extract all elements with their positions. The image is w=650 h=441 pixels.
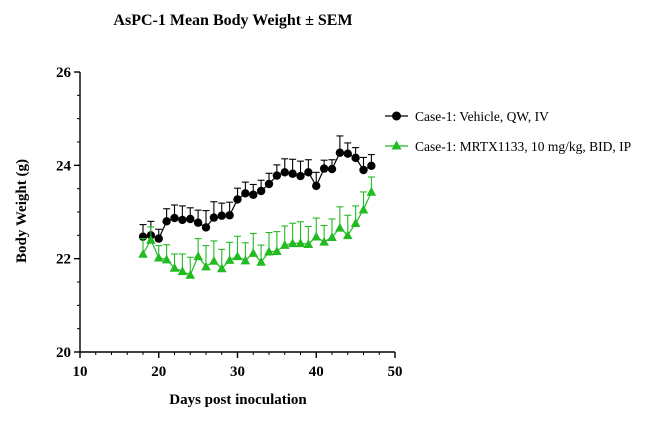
data-point <box>288 169 297 178</box>
data-point <box>249 190 258 199</box>
data-point <box>177 266 188 276</box>
y-tick-label: 22 <box>56 252 71 268</box>
data-point <box>201 261 211 271</box>
legend: Case-1: Vehicle, QW, IV Case-1: MRTX1133… <box>385 109 631 154</box>
y-axis-label: Body Weight (g) <box>14 159 30 263</box>
x-tick-label: 10 <box>73 364 88 380</box>
data-point <box>264 246 274 256</box>
y-tick-label: 26 <box>56 65 72 81</box>
x-tick-label: 40 <box>309 364 324 380</box>
chart-title: AsPC-1 Mean Body Weight ± SEM <box>113 12 352 29</box>
data-point <box>186 214 195 224</box>
series-mrtx1133 <box>138 176 377 279</box>
data-point <box>366 186 377 196</box>
legend-label-vehicle: Case-1: Vehicle, QW, IV <box>415 109 549 124</box>
x-tick-label: 30 <box>230 364 245 380</box>
x-tick-label: 20 <box>151 364 166 380</box>
legend-triangle-marker <box>391 140 402 150</box>
data-point <box>248 248 259 257</box>
data-point <box>350 218 361 227</box>
x-axis-label: Days post inoculation <box>169 392 307 408</box>
data-point <box>343 149 352 158</box>
data-point <box>319 164 329 173</box>
data-point <box>327 232 337 241</box>
data-point <box>217 211 226 220</box>
data-point <box>232 251 243 261</box>
data-point <box>264 179 274 189</box>
data-point <box>241 189 250 198</box>
data-point <box>335 148 345 157</box>
y-tick-label: 24 <box>56 158 72 174</box>
data-point <box>272 246 282 255</box>
data-point <box>240 255 251 265</box>
data-point <box>304 168 313 177</box>
data-point <box>153 252 164 262</box>
data-point <box>201 223 211 232</box>
data-point <box>367 161 376 170</box>
series-line <box>142 191 372 276</box>
data-point <box>280 168 289 177</box>
data-point <box>296 171 305 181</box>
data-point <box>170 213 179 223</box>
data-point <box>312 181 321 191</box>
data-point <box>154 234 163 243</box>
legend-item-vehicle: Case-1: Vehicle, QW, IV <box>385 109 549 124</box>
data-point <box>311 231 322 241</box>
data-point <box>169 263 180 272</box>
data-point <box>146 235 156 244</box>
data-point <box>287 238 298 248</box>
series-vehicle <box>138 135 376 243</box>
y-ticks: 20 22 24 26 <box>56 65 80 361</box>
data-point <box>303 239 314 248</box>
data-point <box>358 204 369 214</box>
data-point <box>335 222 345 232</box>
data-point <box>193 218 203 227</box>
series-layer <box>138 135 377 279</box>
legend-label-mrtx1133: Case-1: MRTX1133, 10 mg/kg, BID, IP <box>415 139 631 154</box>
data-point <box>209 256 219 265</box>
data-point <box>295 238 306 248</box>
data-point <box>327 164 337 174</box>
data-point <box>256 186 266 196</box>
data-point <box>359 165 368 175</box>
data-point <box>162 217 171 226</box>
data-point <box>233 195 242 204</box>
data-point <box>351 153 360 163</box>
data-point <box>224 255 235 264</box>
data-point <box>216 263 227 273</box>
data-point <box>161 254 172 264</box>
legend-item-mrtx1133: Case-1: MRTX1133, 10 mg/kg, BID, IP <box>385 139 631 154</box>
data-point <box>319 236 329 246</box>
data-point <box>225 211 234 220</box>
y-tick-label: 20 <box>56 345 71 361</box>
data-point <box>279 240 290 249</box>
data-point <box>193 251 203 261</box>
data-point <box>185 270 196 279</box>
legend-circle-marker <box>392 111 401 121</box>
data-point <box>138 249 148 258</box>
x-ticks: 10 20 30 40 50 <box>73 352 403 380</box>
x-tick-label: 50 <box>388 364 403 380</box>
data-point <box>256 256 266 266</box>
data-point <box>272 171 282 180</box>
data-point <box>178 215 187 225</box>
data-point <box>209 213 219 222</box>
data-point <box>342 230 353 240</box>
